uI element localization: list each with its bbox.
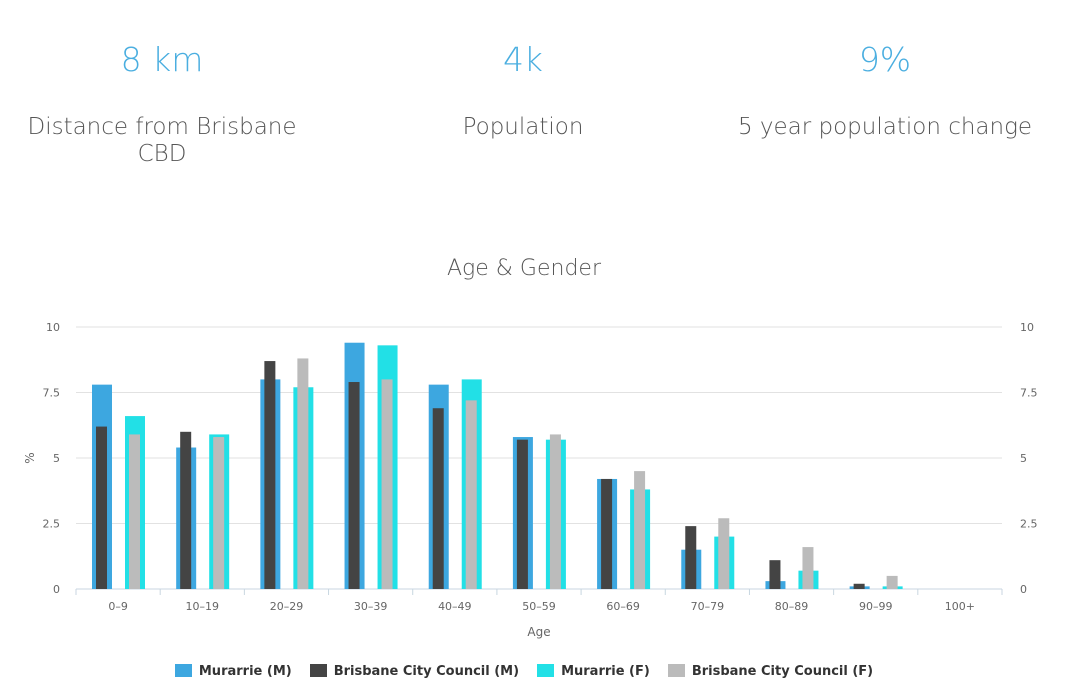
legend-swatch — [537, 664, 555, 677]
legend-swatch — [309, 664, 327, 677]
age-gender-chart: 0 0 2.5 2.5 5 5 7.5 7.5 10 10 0–9 10–19 20–29 30–39 4… — [23, 321, 1038, 639]
bar — [601, 478, 613, 589]
bar — [634, 471, 646, 589]
legend-item[interactable]: Murarrie (M) — [174, 664, 292, 679]
x-tick-label: 30–39 — [354, 600, 388, 613]
bar — [348, 382, 360, 589]
x-tick-label: 50–59 — [522, 600, 556, 613]
bar — [685, 526, 697, 589]
y-tick-label-left: 10 — [46, 321, 60, 334]
x-tick-label: 10–19 — [186, 600, 220, 613]
x-axis-label: Age — [527, 625, 550, 639]
y-tick-label-right: 0 — [1020, 583, 1027, 596]
legend-label: Brisbane City Council (M) — [333, 664, 520, 679]
x-tick-label: 60–69 — [606, 600, 640, 613]
bar — [516, 439, 528, 589]
x-tick-label: 90–99 — [859, 600, 893, 613]
bar — [432, 408, 444, 589]
x-axis-ticks: 0–9 10–19 20–29 30–39 40–49 50–59 60–69 70–79 80… — [108, 600, 975, 613]
bar — [549, 434, 561, 589]
legend-swatch — [667, 664, 685, 677]
bar — [381, 379, 393, 589]
bar — [297, 358, 309, 589]
x-tick-label: 40–49 — [438, 600, 472, 613]
legend-item[interactable]: Brisbane City Council (M) — [309, 664, 520, 679]
legend-item[interactable]: Murarrie (F) — [537, 664, 650, 679]
legend-swatch — [174, 664, 192, 677]
bar — [886, 575, 898, 589]
legend-label: Murarrie (F) — [561, 664, 650, 679]
x-tick-label: 0–9 — [108, 600, 128, 613]
stat-distance-value: 8 km — [120, 40, 204, 79]
x-tick-label: 20–29 — [270, 600, 304, 613]
y-tick-label-right: 10 — [1020, 321, 1034, 334]
stat-population-change-label: 5 year population change — [737, 114, 1033, 140]
x-tick-label: 80–89 — [775, 600, 809, 613]
bar — [96, 426, 107, 589]
y-axis-label: % — [23, 452, 37, 463]
x-tick-label: 70–79 — [691, 600, 725, 613]
bar — [769, 560, 781, 589]
y-tick-label-right: 2.5 — [1020, 518, 1038, 531]
stat-population-change: 9% 5 year population change — [735, 36, 1035, 141]
bar — [718, 518, 730, 589]
y-tick-label-left: 7.5 — [43, 387, 61, 400]
bar — [213, 437, 225, 589]
y-tick-label-left: 5 — [53, 452, 60, 465]
y-tick-label-right: 7.5 — [1020, 387, 1038, 400]
chart-bars — [92, 342, 903, 589]
legend-label: Brisbane City Council (F) — [691, 664, 874, 679]
bar — [465, 400, 477, 589]
legend-item[interactable]: Brisbane City Council (F) — [667, 664, 874, 679]
stat-population-value: 4k — [502, 40, 544, 79]
bar — [802, 547, 814, 589]
y-tick-label-left: 2.5 — [43, 518, 61, 531]
stat-population-label: Population — [462, 114, 584, 140]
x-tick-label: 100+ — [945, 600, 975, 613]
y-tick-label-left: 0 — [53, 583, 60, 596]
bar — [180, 431, 192, 589]
chart-legend: Murarrie (M) Brisbane City Council (M) Mur… — [0, 664, 1048, 679]
stat-distance-label: Distance from Brisbane CBD — [27, 114, 297, 167]
bar — [129, 434, 140, 589]
stat-distance: 8 km Distance from Brisbane CBD — [12, 36, 312, 168]
chart-title: Age & Gender — [447, 256, 601, 281]
stat-population-change-value: 9% — [858, 40, 912, 79]
legend-label: Murarrie (M) — [198, 664, 292, 679]
stat-population: 4k Population — [373, 36, 673, 141]
y-tick-label-right: 5 — [1020, 452, 1027, 465]
bar — [264, 361, 276, 589]
bar — [853, 583, 865, 589]
chart-grid: 0 0 2.5 2.5 5 5 7.5 7.5 10 10 — [43, 321, 1038, 596]
